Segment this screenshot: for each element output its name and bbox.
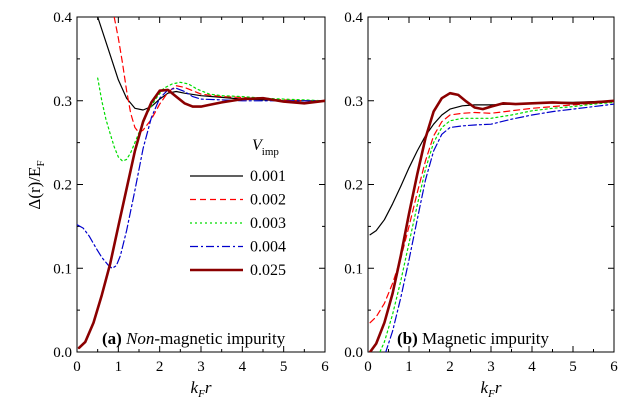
legend-label: 0.025 bbox=[250, 262, 286, 279]
legend-label: 0.002 bbox=[250, 192, 286, 209]
series-line-b-0-025 bbox=[368, 91, 614, 352]
panel-a-x-axis-label: kFr bbox=[191, 378, 212, 400]
panel-a-ticks: 0 1 2 3 4 5 6 0.0 0.1 0.2 0.3 0.4 bbox=[53, 10, 329, 375]
x-tick-label: 0 bbox=[73, 359, 81, 375]
x-tick-label: 4 bbox=[528, 359, 536, 375]
x-tick-label: 1 bbox=[405, 359, 413, 375]
series-line-b-0-004 bbox=[385, 103, 614, 352]
legend-label: 0.001 bbox=[250, 168, 286, 185]
series-line-b-0-001 bbox=[369, 100, 614, 236]
y-tick-label: 0.0 bbox=[344, 345, 363, 361]
panel-a-lines bbox=[77, 17, 325, 350]
panel-b: 0 1 2 3 4 5 6 0.0 0.1 0.2 0.3 0.4 kFr (b) Magnetic … bbox=[344, 10, 618, 400]
y-tick-label: 0.0 bbox=[53, 345, 72, 361]
panel-a-y-axis-label: Δ(r)/EF bbox=[25, 160, 47, 209]
x-tick-label: 4 bbox=[239, 359, 247, 375]
panel-b-ticks: 0 1 2 3 4 5 6 0.0 0.1 0.2 0.3 0.4 bbox=[344, 10, 618, 375]
x-tick-label: 3 bbox=[197, 359, 205, 375]
series-line-b-0-003 bbox=[379, 101, 614, 352]
x-tick-label: 6 bbox=[321, 359, 329, 375]
x-tick-label: 2 bbox=[446, 359, 454, 375]
x-tick-label: 5 bbox=[569, 359, 577, 375]
y-tick-label: 0.4 bbox=[344, 10, 363, 26]
x-tick-label: 2 bbox=[156, 359, 164, 375]
x-tick-label: 6 bbox=[610, 359, 618, 375]
legend-title: Vimp bbox=[252, 137, 279, 158]
y-tick-label: 0.2 bbox=[53, 178, 72, 194]
y-tick-label: 0.4 bbox=[53, 10, 72, 26]
panel-a-legend: Vimp 0.001 0.002 0.003 0.004 0.025 bbox=[190, 137, 286, 279]
series-line-b-0-002 bbox=[369, 100, 614, 324]
x-tick-label: 1 bbox=[115, 359, 123, 375]
panel-b-title: (b) Magnetic impurity bbox=[397, 329, 550, 348]
panel-a: 0 1 2 3 4 5 6 0.0 0.1 0.2 0.3 0.4 Δ(r)/EF kFr (a) N… bbox=[25, 10, 329, 400]
x-tick-label: 3 bbox=[487, 359, 495, 375]
panel-b-frame bbox=[367, 16, 615, 353]
y-tick-label: 0.3 bbox=[53, 94, 72, 110]
legend-label: 0.003 bbox=[250, 215, 286, 232]
x-tick-label: 0 bbox=[364, 359, 372, 375]
y-tick-label: 0.3 bbox=[344, 94, 363, 110]
panel-b-lines bbox=[368, 91, 614, 352]
y-tick-label: 0.1 bbox=[344, 261, 363, 277]
series-line-a-0-025 bbox=[77, 88, 325, 350]
series-line-a-0-004 bbox=[77, 87, 325, 269]
y-tick-label: 0.1 bbox=[53, 261, 72, 277]
legend-label: 0.004 bbox=[250, 239, 286, 256]
y-tick-label: 0.2 bbox=[344, 178, 363, 194]
series-line-a-0-003 bbox=[97, 77, 325, 162]
x-tick-label: 5 bbox=[280, 359, 288, 375]
series-line-a-0-001 bbox=[97, 17, 325, 111]
panel-a-title: (a) Non-magnetic impurity bbox=[102, 329, 286, 348]
panel-b-x-axis-label: kFr bbox=[481, 378, 502, 400]
